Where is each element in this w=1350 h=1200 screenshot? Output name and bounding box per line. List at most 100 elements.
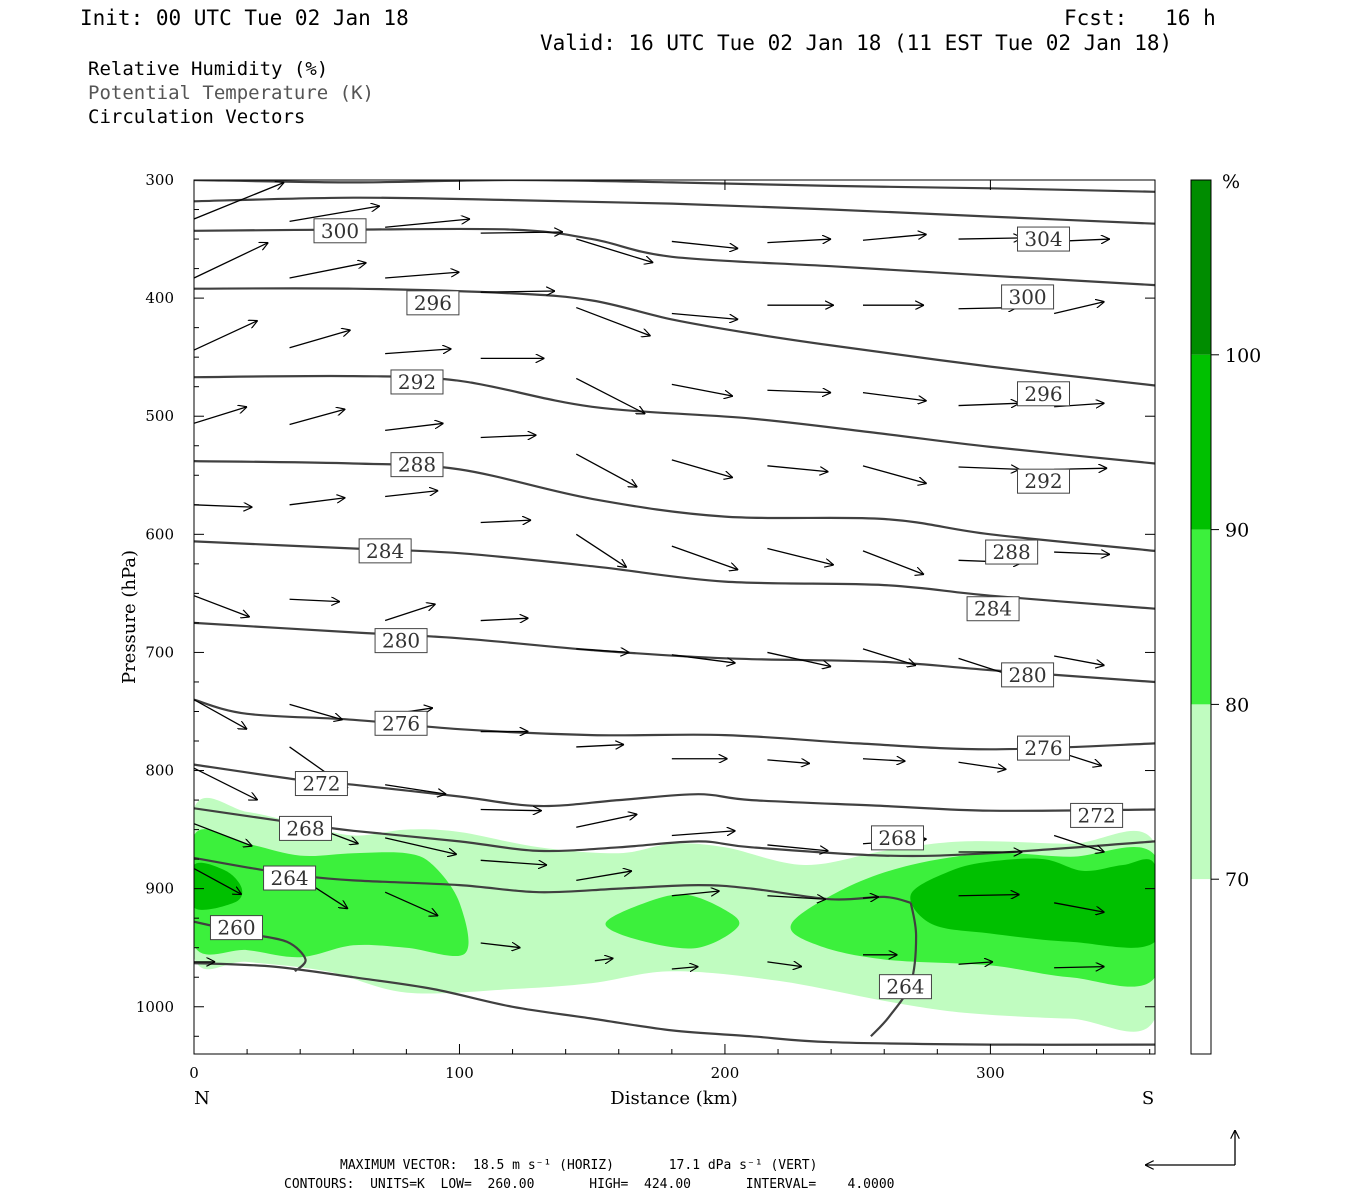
reference-vector-icon: [1145, 1130, 1235, 1165]
contour-label-box: [313, 218, 367, 244]
circulation-vector: [385, 423, 443, 432]
colorbar-segment: [1191, 180, 1211, 355]
contour-label-box: [1070, 802, 1124, 828]
contour-label-box: [209, 915, 263, 941]
contour-label-box: [390, 452, 444, 478]
contour-label-box: [278, 815, 332, 841]
contour-label: 264: [263, 865, 317, 891]
y-tick-label: 400: [145, 289, 174, 307]
circulation-vector: [767, 896, 825, 900]
circulation-vector: [671, 654, 736, 663]
contour-label-text: 304: [1024, 227, 1062, 251]
circulation-vector: [289, 409, 346, 426]
contour-label-text: 280: [1008, 663, 1046, 687]
circulation-vector: [767, 651, 831, 666]
circulation-vector: [671, 831, 736, 837]
x-end-label-north: N: [194, 1088, 210, 1109]
circulation-vector: [576, 814, 637, 828]
contour-label: 304: [1017, 226, 1071, 252]
circulation-vector: [194, 699, 247, 730]
circulation-vector: [671, 967, 699, 969]
circulation-vector: [767, 760, 809, 764]
contour-label-box: [1001, 284, 1055, 310]
contour-label-box: [374, 628, 428, 654]
contour-label-box: [1017, 468, 1071, 494]
circulation-vector: [480, 618, 529, 620]
colorbar-tick-label: 100: [1225, 345, 1261, 367]
legend-theta: Potential Temperature (K): [88, 82, 374, 104]
circulation-vector: [862, 897, 879, 898]
contour-label: 296: [1017, 381, 1071, 407]
contour-label-text: 260: [217, 916, 255, 940]
circulation-vector: [194, 243, 268, 279]
circulation-vector: [671, 459, 733, 478]
contour-label-text: 264: [886, 975, 924, 999]
circulation-vector: [958, 238, 1023, 239]
circulation-vector: [576, 306, 650, 336]
theta-contour-276: [194, 698, 1155, 751]
contour-label: 280: [1001, 662, 1055, 688]
y-tick-label: 800: [145, 762, 174, 780]
colorbar-tick-label: 80: [1225, 694, 1249, 716]
circulation-vector: [671, 891, 720, 897]
contour-label-text: 272: [1078, 803, 1116, 827]
circulation-vector: [958, 761, 1007, 769]
contour-label-box: [263, 865, 317, 891]
circulation-vector: [862, 234, 927, 241]
theta-contour-260: [194, 962, 1155, 1046]
rh-region-80: [605, 894, 740, 949]
contour-label-text: 268: [286, 816, 324, 840]
contour-label-box: [390, 369, 444, 395]
x-axis-title: Distance (km): [610, 1088, 737, 1109]
circulation-vector: [576, 871, 632, 882]
contour-label-text: 264: [270, 866, 308, 890]
x-end-label-south: S: [1142, 1088, 1154, 1109]
circulation-vector: [1053, 302, 1104, 315]
circulation-vector: [862, 465, 927, 484]
circulation-vector: [1054, 902, 1104, 912]
circulation-vector: [576, 238, 653, 263]
contour-label-text: 300: [321, 219, 359, 243]
footer-contour-info: CONTOURS: UNITS=K LOW= 260.00 HIGH= 424.…: [284, 1177, 895, 1192]
circulation-vector: [958, 962, 994, 964]
circulation-vector: [194, 321, 258, 351]
axis-layer: Distance (km) Pressure (hPa) N S 0 100 200…: [119, 171, 1155, 1109]
circulation-vector: [289, 599, 340, 601]
init-time: Init: 00 UTC Tue 02 Jan 18: [80, 6, 409, 30]
circulation-vector: [575, 377, 645, 413]
circulation-vector: [862, 648, 916, 666]
legend-vectors: Circulation Vectors: [88, 106, 306, 128]
colorbar-segment: [1191, 704, 1211, 880]
y-tick-label: 1000: [136, 998, 174, 1016]
circulation-vector: [767, 390, 831, 392]
y-tick-label: 300: [145, 171, 174, 189]
circulation-vector: [480, 520, 531, 522]
plot-frame: [193, 179, 1156, 1055]
circulation-vector: [384, 891, 438, 916]
colorbar-frame: [1190, 179, 1212, 1055]
circulation-vector: [767, 239, 831, 243]
circulation-vector: [480, 810, 542, 811]
circulation-vector: [385, 349, 451, 355]
contour-label-box: [985, 539, 1039, 565]
contour-label-text: 284: [366, 539, 404, 563]
contour-label-box: [870, 825, 924, 851]
contour-label-text: 300: [1008, 285, 1046, 309]
vector-layer: [194, 182, 1110, 969]
colorbar-segment: [1191, 879, 1211, 1054]
theta-contour-296: [194, 287, 1155, 387]
valid-time: Valid: 16 UTC Tue 02 Jan 18 (11 EST Tue …: [540, 31, 1173, 55]
contour-label: 260: [209, 915, 263, 941]
contour-label: 268: [278, 815, 332, 841]
theta-contour-304: [194, 180, 1155, 193]
contour-label: 288: [985, 539, 1039, 565]
circulation-vector: [384, 604, 435, 622]
contour-label: 296: [406, 290, 460, 316]
forecast-hour: Fcst: 16 h: [1064, 6, 1216, 30]
contour-label-text: 292: [398, 370, 436, 394]
circulation-vector: [194, 767, 258, 800]
contour-label-box: [1017, 735, 1071, 761]
x-tick-label: 0: [189, 1064, 199, 1082]
contour-label: 268: [870, 825, 924, 851]
